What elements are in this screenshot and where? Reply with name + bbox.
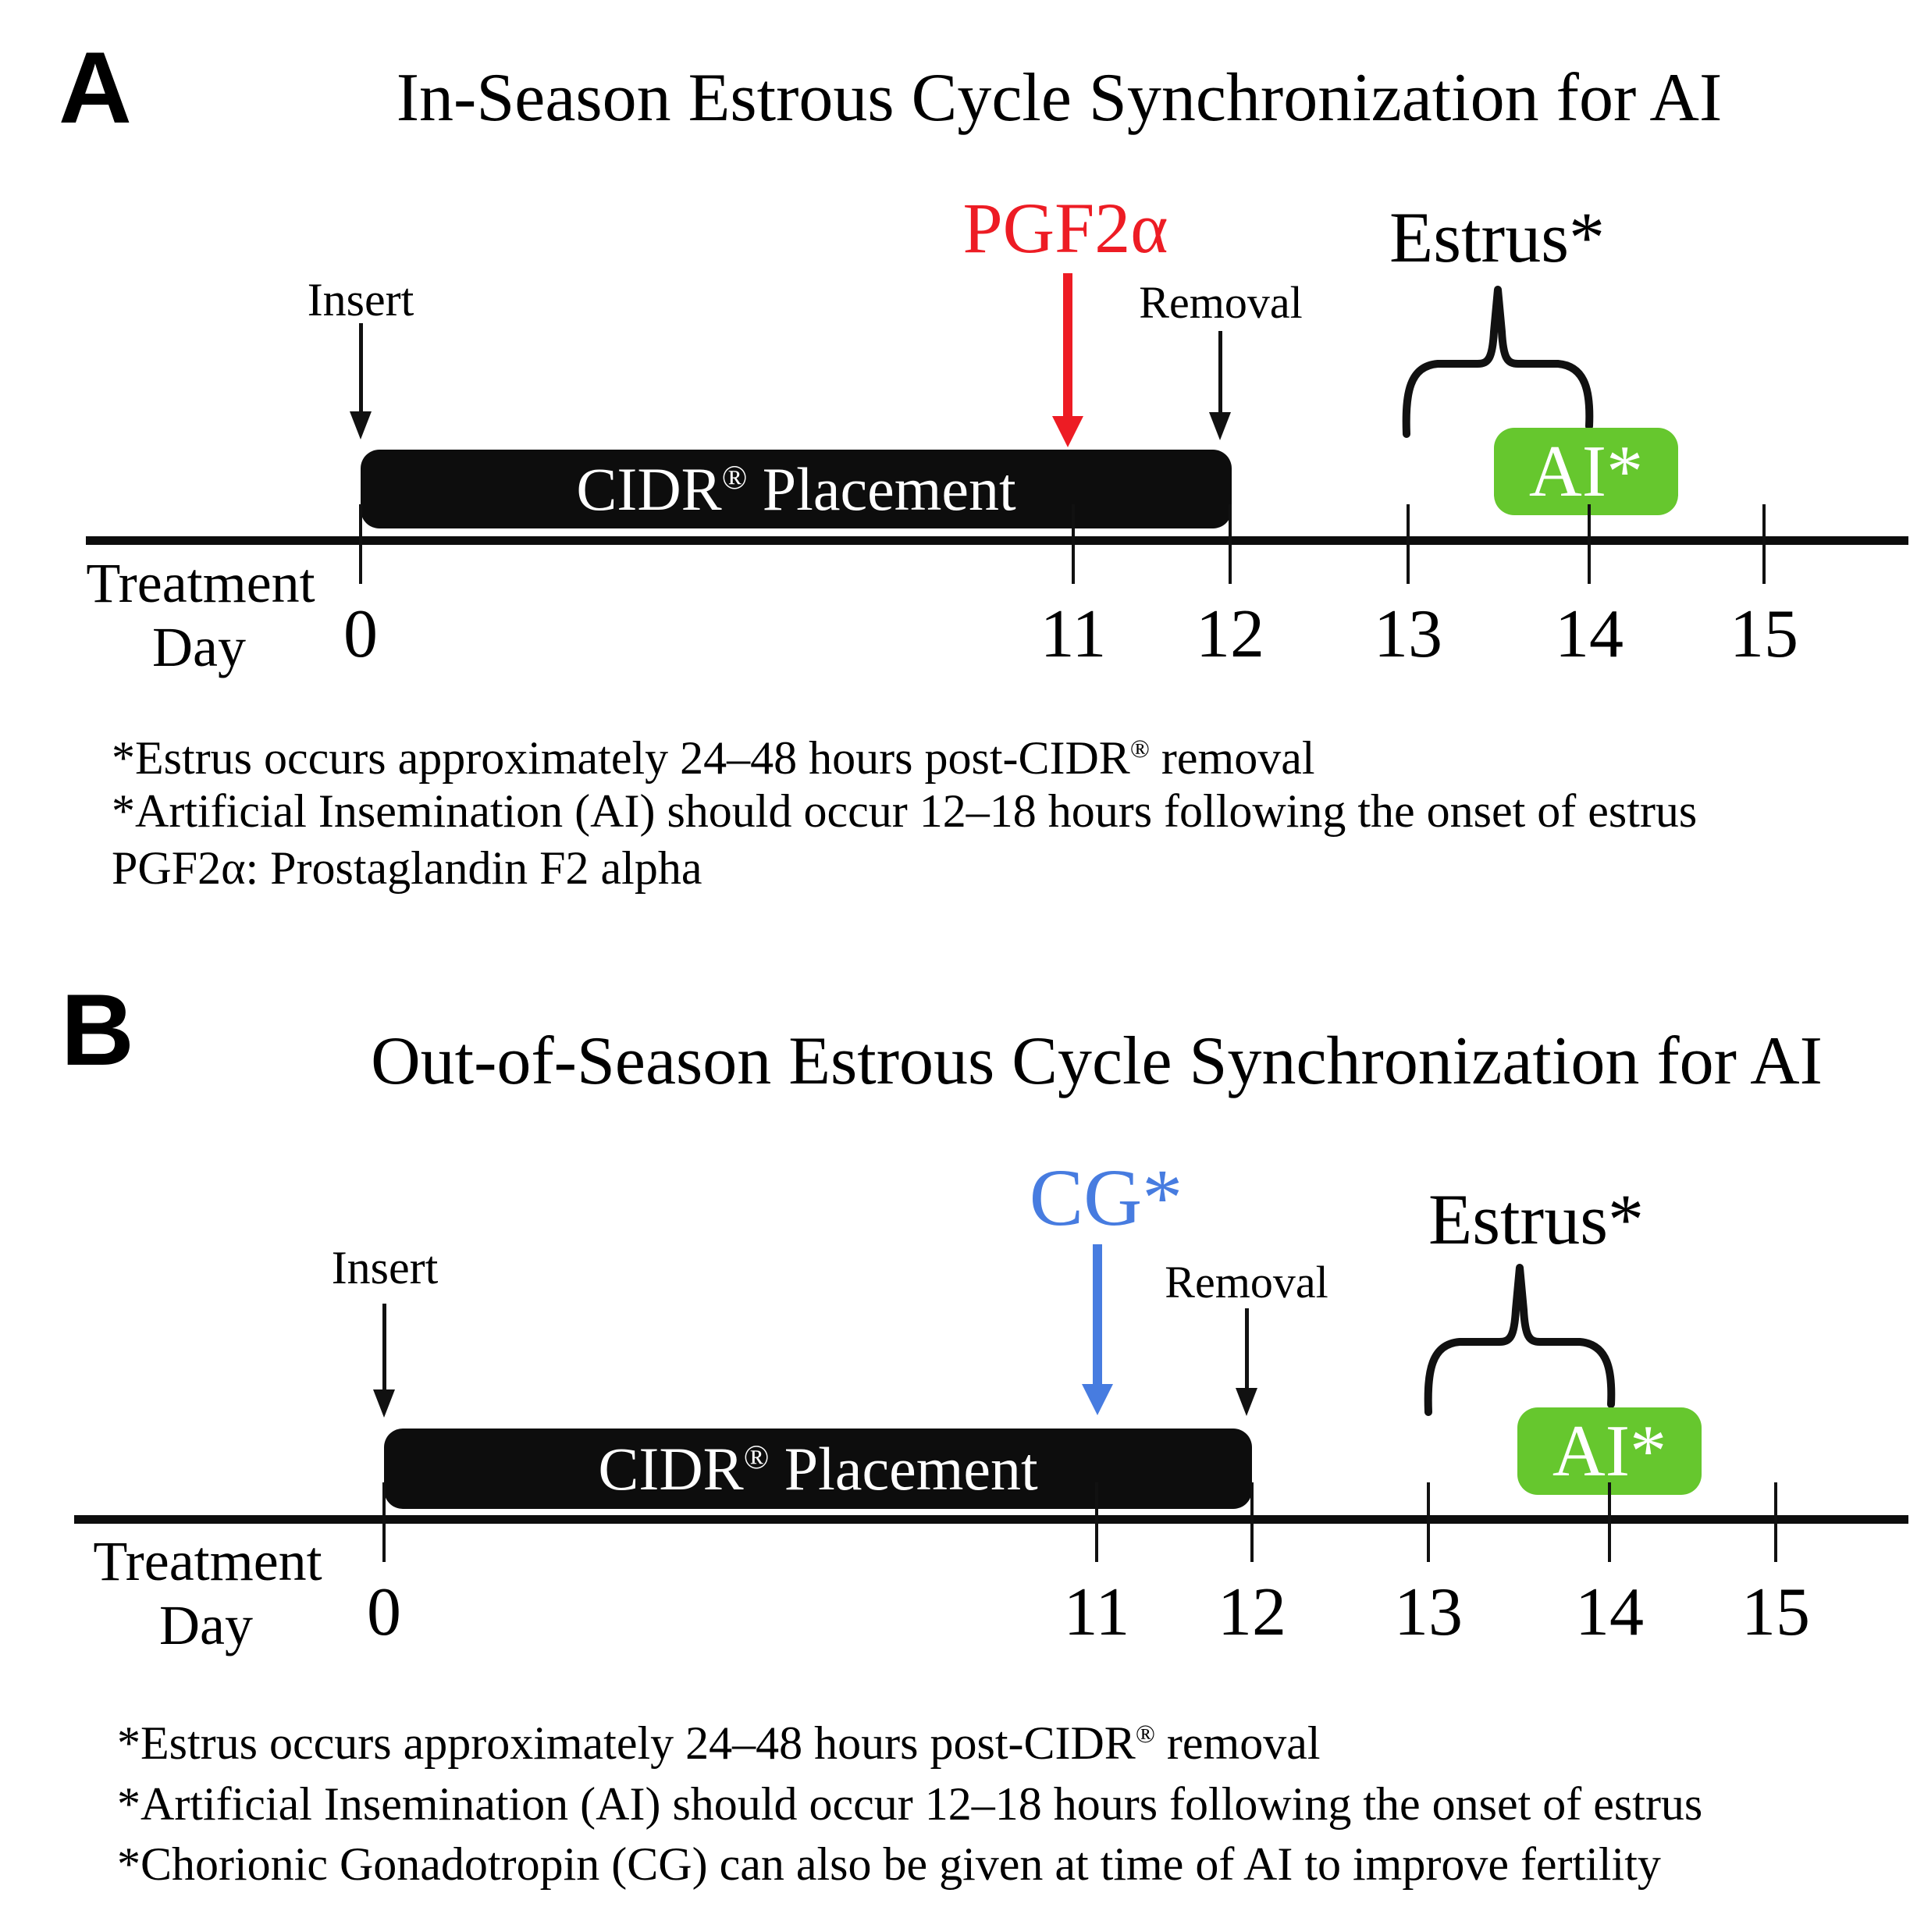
axis-tick-day0 <box>382 1482 386 1562</box>
estrus-label: Estrus* <box>1428 1179 1644 1259</box>
insert-arrow <box>359 323 363 412</box>
ai-box: AI* <box>1494 428 1678 515</box>
footnote-line: *Estrus occurs approximately 24–48 hours… <box>112 732 1315 784</box>
timeline-axis <box>74 1515 1908 1524</box>
axis-title-treatment: Treatment <box>86 552 315 614</box>
removal-arrow <box>1218 331 1222 412</box>
insert-label: Insert <box>331 1242 439 1293</box>
tick-label-day0: 0 <box>343 596 378 672</box>
insert-arrowhead-icon <box>373 1389 395 1418</box>
tick-label-day12: 12 <box>1218 1574 1286 1650</box>
cg-label: CG* <box>1029 1153 1183 1243</box>
cidr-placement-bar: CIDR® Placement <box>384 1429 1252 1509</box>
timeline-axis <box>86 536 1908 545</box>
axis-tick-day15 <box>1762 504 1766 584</box>
tick-label-day13: 13 <box>1374 596 1442 672</box>
axis-tick-day13 <box>1427 1482 1430 1562</box>
footnote-line: *Artificial Insemination (AI) should occ… <box>112 785 1698 837</box>
registered-mark-icon: ® <box>1129 735 1150 763</box>
insert-label: Insert <box>307 274 414 326</box>
removal-arrow <box>1245 1308 1249 1388</box>
panel-a-title: In-Season Estrous Cycle Synchronization … <box>396 60 1723 136</box>
tick-label-day12: 12 <box>1196 596 1264 672</box>
tick-label-day14: 14 <box>1575 1574 1644 1650</box>
axis-title-treatment: Treatment <box>93 1530 322 1592</box>
ai-box: AI* <box>1517 1407 1702 1495</box>
cidr-bar-label: CIDR® Placement <box>576 454 1016 523</box>
tick-label-day11: 11 <box>1040 596 1107 672</box>
panel-b-title: Out-of-Season Estrous Cycle Synchronizat… <box>371 1023 1823 1099</box>
pgf2a-arrow <box>1063 273 1072 417</box>
axis-tick-day12 <box>1229 504 1232 584</box>
axis-tick-day11 <box>1095 1482 1098 1562</box>
axis-title-day: Day <box>152 616 246 678</box>
cidr-bar-label: CIDR® Placement <box>598 1434 1038 1503</box>
removal-label: Removal <box>1165 1257 1328 1308</box>
insert-arrow <box>382 1304 386 1391</box>
tick-label-day15: 15 <box>1741 1574 1810 1650</box>
footnote-line: *Chorionic Gonadotropin (CG) can also be… <box>117 1838 1661 1890</box>
axis-tick-day14 <box>1588 504 1591 584</box>
footnote-line: *Artificial Insemination (AI) should occ… <box>117 1778 1703 1830</box>
panel-b-letter: B <box>61 973 134 1087</box>
cg-arrowhead-icon <box>1082 1384 1113 1415</box>
axis-tick-day11 <box>1072 504 1075 584</box>
tick-label-day0: 0 <box>367 1574 401 1650</box>
tick-label-day14: 14 <box>1555 596 1624 672</box>
axis-tick-day14 <box>1608 1482 1611 1562</box>
tick-label-day11: 11 <box>1063 1574 1130 1650</box>
registered-mark-icon: ® <box>721 459 748 496</box>
registered-mark-icon: ® <box>743 1439 770 1476</box>
footnote-line: PGF2α: Prostaglandin F2 alpha <box>112 842 702 894</box>
axis-tick-day0 <box>359 504 362 584</box>
panel-a-letter: A <box>59 30 132 144</box>
cg-arrow <box>1093 1244 1102 1385</box>
tick-label-day15: 15 <box>1730 596 1798 672</box>
estrus-brace-icon <box>1402 286 1594 438</box>
ai-box-label: AI* <box>1552 1411 1667 1492</box>
pgf2a-label: PGF2α <box>962 188 1168 268</box>
estrus-brace-icon <box>1424 1264 1616 1416</box>
pgf2a-arrowhead-icon <box>1052 416 1083 447</box>
footnote-line: *Estrus occurs approximately 24–48 hours… <box>117 1717 1321 1769</box>
axis-tick-day13 <box>1407 504 1410 584</box>
tick-label-day13: 13 <box>1394 1574 1463 1650</box>
registered-mark-icon: ® <box>1135 1720 1155 1749</box>
estrus-label: Estrus* <box>1389 197 1605 277</box>
removal-label: Removal <box>1139 277 1303 328</box>
axis-tick-day12 <box>1250 1482 1254 1562</box>
ai-box-label: AI* <box>1528 431 1644 512</box>
axis-title-day: Day <box>159 1594 253 1656</box>
removal-arrowhead-icon <box>1236 1388 1257 1416</box>
cidr-placement-bar: CIDR® Placement <box>361 450 1232 528</box>
insert-arrowhead-icon <box>350 411 372 439</box>
axis-tick-day15 <box>1774 1482 1777 1562</box>
removal-arrowhead-icon <box>1209 412 1231 440</box>
